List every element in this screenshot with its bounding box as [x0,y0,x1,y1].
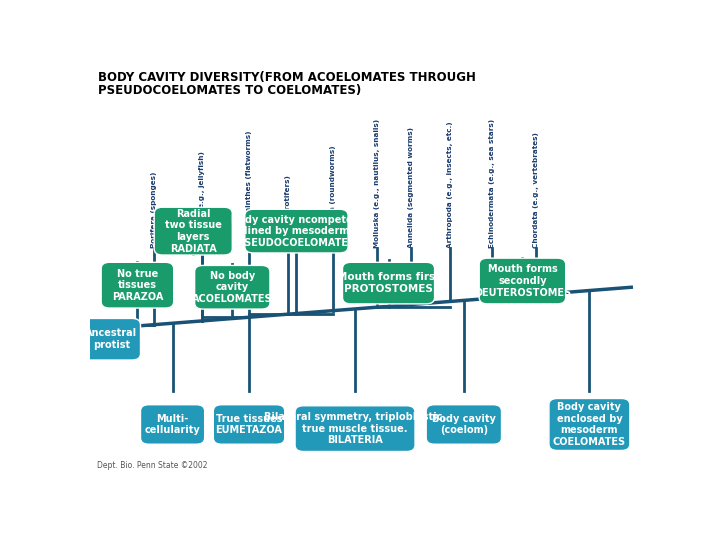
Text: No body
cavity
ACOELOMATES: No body cavity ACOELOMATES [192,271,273,304]
FancyBboxPatch shape [343,262,435,304]
Text: No true
tissues
PARAZOA: No true tissues PARAZOA [112,268,163,302]
Text: Echinodermata (e.g., sea stars): Echinodermata (e.g., sea stars) [489,119,495,248]
FancyBboxPatch shape [549,399,630,450]
FancyBboxPatch shape [101,262,174,308]
FancyBboxPatch shape [426,404,502,444]
FancyBboxPatch shape [480,258,566,304]
Text: PSEUDOCOELOMATES TO COELOMATES): PSEUDOCOELOMATES TO COELOMATES) [99,84,361,97]
FancyBboxPatch shape [82,319,140,360]
Text: Body cavity ncompetely
lined by mesoderm
PSEUDOCOELOMATES: Body cavity ncompetely lined by mesoderm… [230,214,362,248]
Text: True tissues
EUMETAZOA: True tissues EUMETAZOA [215,414,282,435]
FancyBboxPatch shape [140,404,204,444]
Text: Multi-
cellularity: Multi- cellularity [145,414,200,435]
Text: Platyhelminthes (flatworms): Platyhelminthes (flatworms) [246,130,252,248]
Text: Nematoda (roundworms): Nematoda (roundworms) [330,145,336,248]
Text: Body cavity
(coelom): Body cavity (coelom) [432,414,496,435]
FancyBboxPatch shape [295,406,415,451]
FancyBboxPatch shape [245,210,348,253]
Text: Ancestral
protist: Ancestral protist [85,328,138,350]
Text: Cnidaria (e.g., jellyfish): Cnidaria (e.g., jellyfish) [199,151,204,248]
Text: Molluska (e.g., nautilus, snails): Molluska (e.g., nautilus, snails) [374,119,380,248]
Text: Arthropoda (e.g., insects, etc.): Arthropoda (e.g., insects, etc.) [447,121,453,248]
Text: Dept. Bio. Penn State ©2002: Dept. Bio. Penn State ©2002 [96,461,207,470]
FancyBboxPatch shape [213,404,284,444]
FancyBboxPatch shape [154,207,233,255]
Text: Porifera (sponges): Porifera (sponges) [151,171,157,248]
Text: Chordata (e.g., vertebrates): Chordata (e.g., vertebrates) [534,132,539,248]
Text: Mouth forms first
PROTOSTOMES: Mouth forms first PROTOSTOMES [337,272,440,294]
Text: Annelida (segmented worms): Annelida (segmented worms) [408,127,414,248]
Text: Radial
two tissue
layers
RADIATA: Radial two tissue layers RADIATA [165,209,222,253]
Text: Mouth forms
secondly
DEUTEROSTOMES: Mouth forms secondly DEUTEROSTOMES [474,265,571,298]
FancyBboxPatch shape [194,266,270,309]
Text: Rotifera (rotifers): Rotifera (rotifers) [285,175,291,248]
Text: Body cavity
enclosed by
mesoderm
COELOMATES: Body cavity enclosed by mesoderm COELOMA… [553,402,626,447]
Text: Bilateral symmetry, triploblastic,
true muscle tissue.
BILATERIA: Bilateral symmetry, triploblastic, true … [264,412,446,445]
Text: BODY CAVITY DIVERSITY(FROM ACOELOMATES THROUGH: BODY CAVITY DIVERSITY(FROM ACOELOMATES T… [99,71,476,84]
